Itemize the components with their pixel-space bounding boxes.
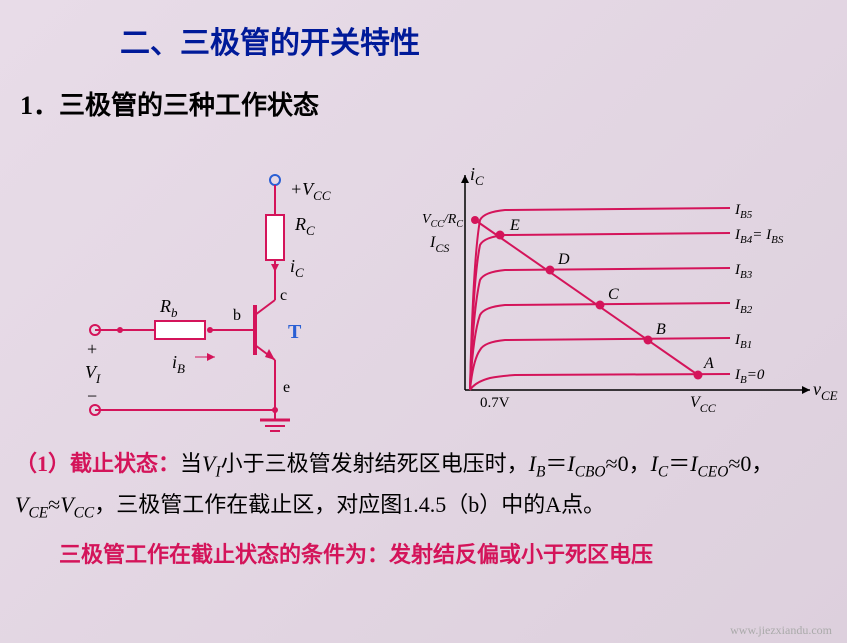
load-line: [475, 220, 698, 375]
p1-ic: IC: [651, 451, 669, 476]
page-title: 二、三极管的开关特性: [120, 18, 420, 62]
load-line-top: [471, 216, 479, 224]
condition-text: 三极管工作在截止状态的条件为：发射结反偏或小于死区电压: [59, 542, 653, 567]
svg-text:IB=0: IB=0: [734, 367, 765, 386]
x-vcc-label: VCC: [690, 394, 717, 415]
y-axis-arrow: [461, 175, 469, 183]
x-axis-arrow: [802, 386, 810, 394]
point-a: A: [694, 355, 715, 380]
curve-ib0: IB=0: [470, 367, 765, 390]
rc-label: RC: [294, 214, 315, 238]
emitter-arrow: [265, 349, 275, 360]
svg-text:IB5: IB5: [734, 202, 753, 221]
junction-1: [207, 327, 213, 333]
svg-text:E: E: [509, 217, 520, 234]
node-b: b: [233, 307, 241, 324]
p1-eq1: ＝: [545, 451, 567, 476]
transistor-label: T: [288, 321, 302, 343]
p1-ib: IB: [529, 451, 546, 476]
p2-iceo: ICEO: [690, 451, 728, 476]
p1-text2: 小于三极管发射结死区电压时，: [221, 451, 529, 476]
point-d: D: [546, 251, 571, 275]
x-axis-label: vCE: [813, 379, 838, 403]
svg-text:D: D: [557, 251, 570, 268]
p1-approx1: ≈0，: [606, 451, 651, 476]
transistor-collector: [255, 300, 275, 315]
p1-icbo: ICBO: [567, 451, 605, 476]
p2-approx: ≈0，: [728, 451, 773, 476]
point-c: C: [596, 286, 620, 310]
diagram-container: +VCC RC iC c T b e Rb i: [0, 160, 847, 440]
resistor-rc: [266, 215, 284, 260]
svg-text:C: C: [608, 286, 619, 303]
p2-eq: ＝: [668, 451, 690, 476]
characteristic-graph: iC vCE 0.7V VCC ICS VCC/RC IB5 IB4= IBS …: [420, 160, 840, 440]
p2-vcc: VCC: [60, 492, 94, 517]
svg-text:IB1: IB1: [734, 332, 752, 351]
circuit-diagram: +VCC RC iC c T b e Rb i: [15, 160, 385, 440]
cutoff-heading: （1）截止状态：: [15, 451, 180, 476]
footer-watermark: www.jiezxiandu.com: [730, 623, 832, 638]
svg-text:IB3: IB3: [734, 262, 753, 281]
y-axis-label: iC: [470, 164, 484, 188]
section-subtitle: 1．三极管的三种工作状态: [20, 85, 319, 122]
svg-text:IB2: IB2: [734, 297, 753, 316]
ic-arrow: [271, 264, 279, 272]
vi-minus: −: [87, 386, 97, 406]
p2-approx2: ≈: [48, 492, 60, 517]
node-c: c: [280, 287, 287, 304]
p2-vce: VCE: [15, 492, 48, 517]
rb-label: Rb: [159, 296, 178, 320]
vcc-terminal: [270, 175, 280, 185]
p1-text1: 当: [180, 451, 202, 476]
p1-vi: VI: [202, 451, 221, 476]
y-ics-label: ICS: [429, 234, 449, 255]
ib-label: iB: [172, 352, 185, 376]
svg-text:A: A: [703, 355, 714, 372]
svg-text:IB4= IBS: IB4= IBS: [734, 227, 784, 246]
vi-label: VI: [85, 362, 101, 386]
svg-text:B: B: [656, 321, 666, 338]
vcc-label: +VCC: [290, 179, 331, 203]
x-origin-label: 0.7V: [480, 395, 510, 411]
ic-label: iC: [290, 256, 304, 280]
resistor-rb: [155, 321, 205, 339]
node-e: e: [283, 379, 290, 396]
paragraph-block: （1）截止状态：当VI小于三极管发射结死区电压时，IB＝ICBO≈0，IC＝IC…: [15, 445, 835, 574]
point-b: B: [644, 321, 667, 345]
y-vccrc-label: VCC/RC: [422, 212, 463, 230]
p2-text: ，三极管工作在截止区，对应图1.4.5（b）中的A点。: [94, 492, 605, 517]
point-e: E: [496, 217, 521, 240]
vi-plus: +: [87, 339, 97, 359]
